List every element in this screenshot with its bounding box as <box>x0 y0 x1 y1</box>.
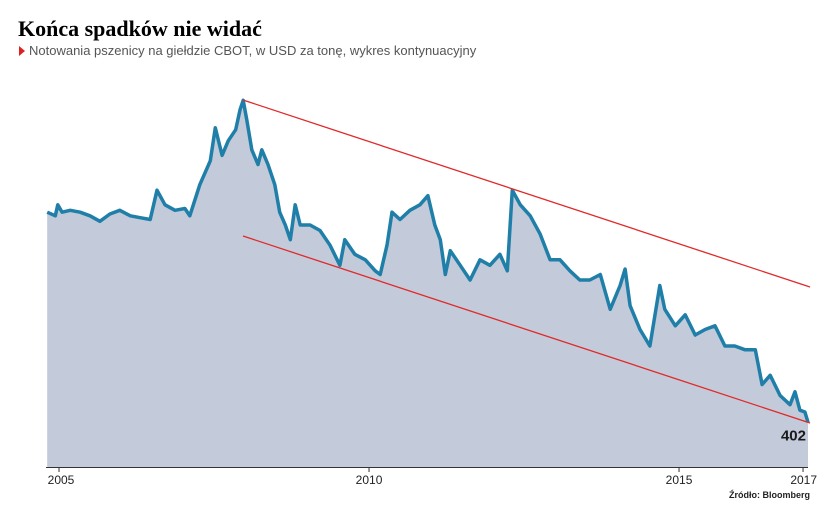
line <box>46 98 810 423</box>
x-tick-label: 2017 <box>790 473 817 487</box>
source: Źródło: Bloomberg <box>729 490 810 500</box>
x-tick-label: 2015 <box>666 473 693 487</box>
chart-title: Końca spadków nie widać <box>18 16 262 41</box>
plot-area <box>46 98 810 468</box>
trend-line <box>242 99 811 288</box>
trend-line <box>242 235 811 424</box>
x-tick-label: 2010 <box>356 473 383 487</box>
chart-subtitle: Notowania pszenicy na giełdzie CBOT, w U… <box>29 43 477 58</box>
value-label: 402 <box>781 427 806 444</box>
x-tick-label: 2005 <box>48 473 75 487</box>
area <box>47 100 808 468</box>
subtitle-marker <box>19 46 25 56</box>
